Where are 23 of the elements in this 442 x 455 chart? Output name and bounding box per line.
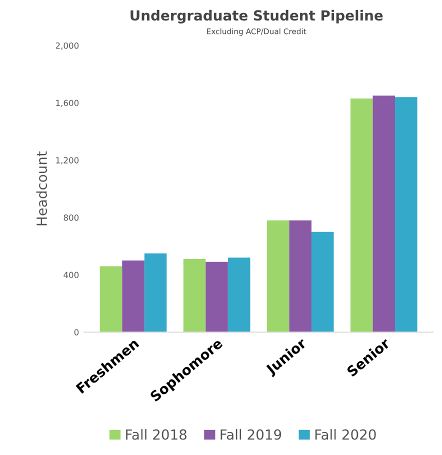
bar [144,253,167,332]
y-axis-title: Headcount [36,151,48,226]
bar [350,98,373,332]
y-tick-label: 800 [64,214,79,221]
legend-label: Fall 2018 [126,429,186,440]
y-tick-label: 400 [64,272,79,278]
chart-title: Undergraduate Student Pipeline [130,10,383,24]
bar [266,220,290,332]
bar [206,262,228,332]
y-tick-label: 1,200 [56,157,79,164]
legend-label: Fall 2019 [220,429,282,440]
bar [372,96,396,332]
legend-label: Fall 2020 [315,429,376,440]
bar [100,266,122,332]
y-tick-label: 1,600 [56,100,79,107]
bar [289,220,312,332]
bar [183,259,206,332]
bar [228,258,250,332]
bar [395,97,418,332]
y-tick-label: 0 [74,329,79,336]
y-tick-label: 2,000 [56,42,79,50]
bar [311,232,334,332]
bar [122,260,144,332]
